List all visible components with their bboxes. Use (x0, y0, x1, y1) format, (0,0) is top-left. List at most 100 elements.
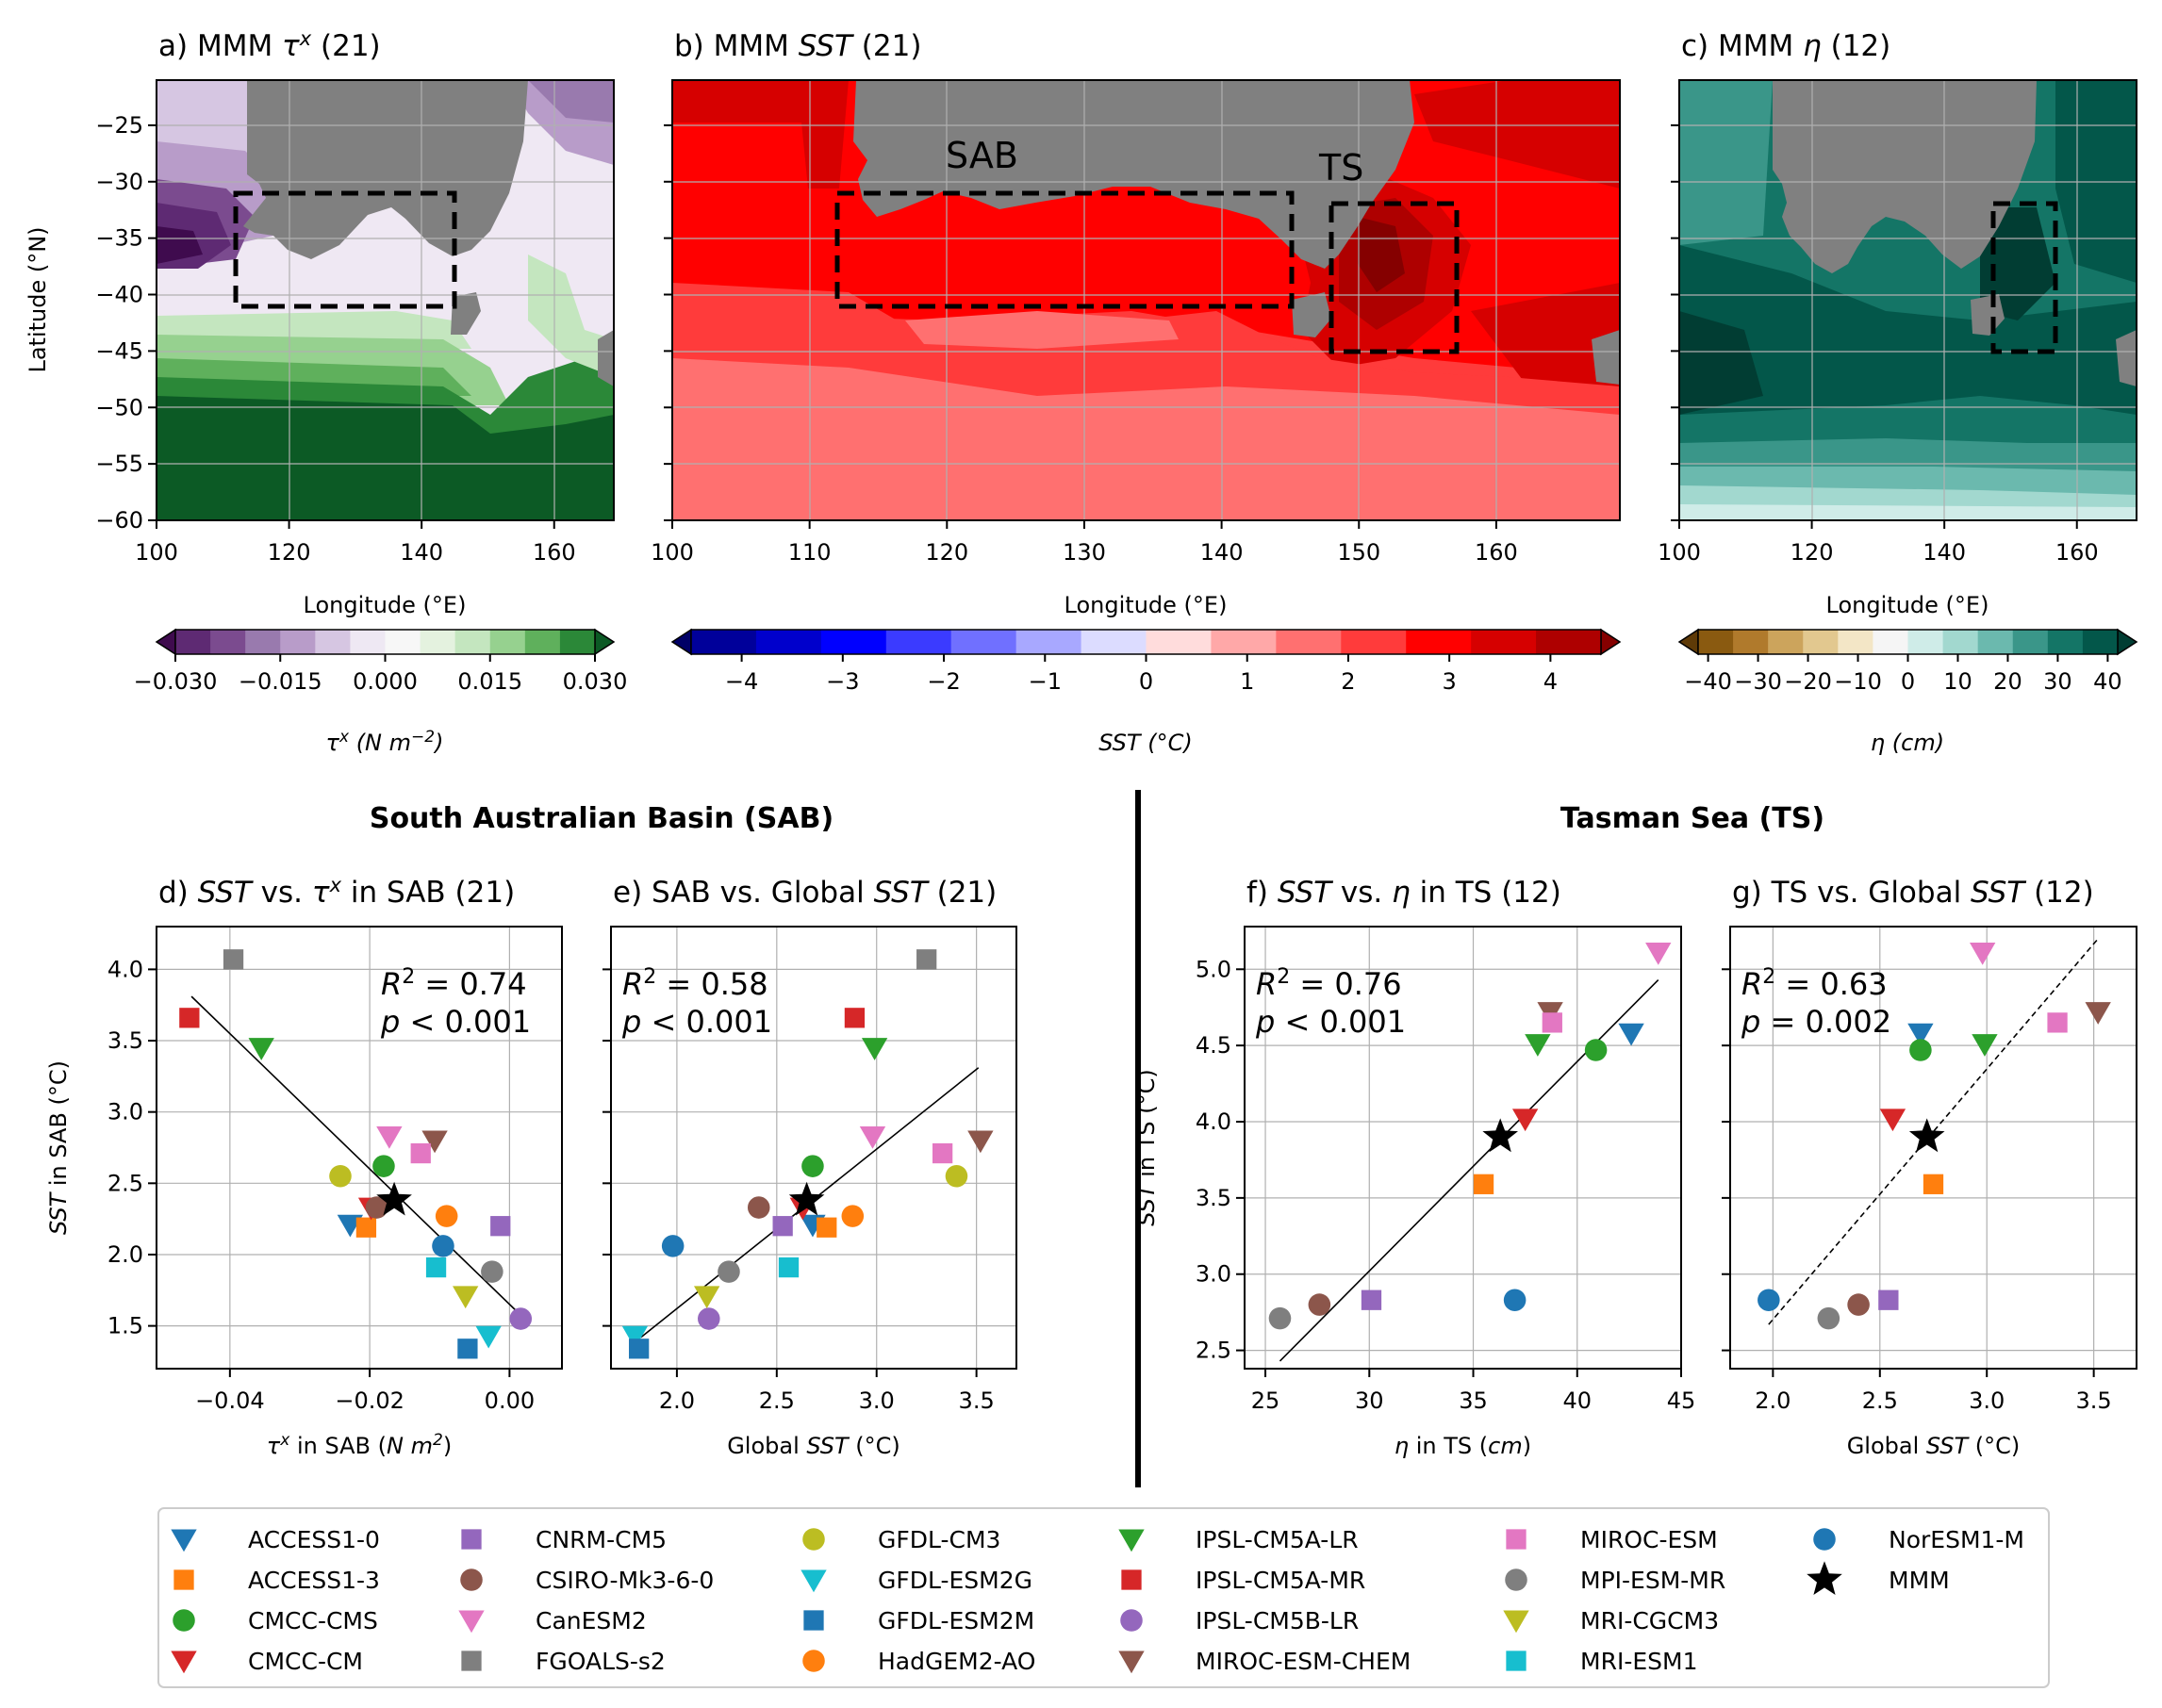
legend-label: ACCESS1-3 (248, 1567, 380, 1594)
legend-label: GFDL-ESM2M (878, 1607, 1034, 1634)
legend-item-gfdl-cm3: GFDL-CM3 (802, 1526, 1000, 1553)
legend-item-mmm: MMM (1807, 1561, 1950, 1595)
colorbar-segment (385, 630, 421, 654)
y-tick-label: 2.0 (107, 1241, 143, 1268)
colorbar-extend-high (1600, 628, 1622, 656)
point-ipsl-cm5b-lr (698, 1307, 720, 1330)
colorbar-extend-high (594, 628, 616, 656)
x-tick-label: 120 (1791, 539, 1834, 566)
legend: ACCESS1-0 ACCESS1-3 CMCC-CMS CMCC-CM CNRM-CM… (157, 1507, 2050, 1688)
point-noresm1-m (661, 1235, 685, 1257)
colorbar-tick-label: 0 (1139, 668, 1153, 695)
colorbar-sst-label: SST (°C) (1098, 730, 1192, 756)
colorbar-tick-label: 20 (1993, 668, 2022, 695)
y-tick-label: 5.0 (1196, 956, 1231, 982)
point-cmcc-cm (1879, 1109, 1906, 1132)
y-tick-label: −40 (95, 282, 143, 308)
map-a-frame (156, 79, 615, 521)
point-access1-0 (1618, 1023, 1644, 1046)
scatter-xlabel-d: τx in SAB (N m2) (267, 1431, 452, 1459)
annotation-r2: R2 = 0.58 (622, 965, 768, 1002)
x-tick-label: 3.5 (959, 1388, 995, 1414)
point-mmm (376, 1181, 412, 1216)
y-tick-label: 1.5 (107, 1313, 143, 1339)
colorbar-segment (350, 630, 387, 654)
ts-box-b (1329, 201, 1460, 354)
legend-marker-miroc-esm-chem (1118, 1651, 1145, 1674)
colorbar-tick-label: 10 (1943, 668, 1972, 695)
legend-item-canesm2: CanESM2 (458, 1607, 647, 1634)
legend-label: GFDL-ESM2G (878, 1567, 1032, 1594)
colorbar-segment (420, 630, 456, 654)
map-b-xticks: 100 110 120 130 140 150 160 (651, 520, 1518, 566)
scatter-frame (1729, 926, 2137, 1370)
point-access1-3 (1923, 1174, 1944, 1194)
sab-box-a (233, 190, 457, 309)
colorbar-tick-label: −30 (1734, 668, 1782, 695)
scatter-panel-f: f) SST vs. η in TS (12) 25 30 35 40 45 2.5 3.0 3… (1133, 876, 1695, 1459)
colorbar-extend-low (155, 628, 176, 656)
point-mpi-esm-mr (718, 1260, 740, 1283)
annotation-r2: R2 = 0.76 (1256, 965, 1402, 1002)
point-cmcc-cms (372, 1155, 395, 1177)
x-tick-label: 130 (1063, 539, 1106, 566)
legend-item-mri-cgcm3: MRI-CGCM3 (1503, 1607, 1719, 1634)
scatter-panel-e: e) SAB vs. Global SST (21) 2.0 2.5 3.0 3.5 R2… (602, 876, 1017, 1459)
map-a-xlabel: Longitude (°E) (304, 592, 467, 618)
x-tick-label: 2.0 (659, 1388, 695, 1414)
y-tick-label: −50 (95, 394, 143, 420)
legend-item-ipsl-cm5a-mr: IPSL-CM5A-MR (1121, 1567, 1365, 1594)
scatter-ylabel-f: SST in TS (°C) (1133, 1069, 1160, 1225)
colorbar-segment (1276, 630, 1342, 654)
colorbar-segment (950, 630, 1017, 654)
x-tick-label: 2.5 (1862, 1388, 1898, 1414)
colorbar-segment (2012, 630, 2049, 654)
point-ipsl-cm5a-lr (861, 1038, 888, 1060)
legend-marker-access1-3 (173, 1569, 194, 1590)
point-access1-3 (1473, 1174, 1494, 1194)
legend-marker-ipsl-cm5a-mr (1121, 1569, 1142, 1590)
legend-marker-cmcc-cm (171, 1651, 197, 1674)
legend-item-mri-esm1: MRI-ESM1 (1506, 1648, 1697, 1675)
point-ipsl-cm5a-lr (248, 1038, 274, 1060)
colorbar-eta-label: η (cm) (1871, 730, 1944, 756)
x-tick-label: 160 (1475, 539, 1518, 566)
point-cnrm-cm5 (1361, 1289, 1382, 1310)
colorbar-tick-label: 3 (1443, 668, 1457, 695)
scatter-title-f: f) SST vs. η in TS (12) (1246, 876, 1561, 910)
legend-label: NorESM1-M (1889, 1526, 2024, 1553)
x-tick-label: 35 (1459, 1388, 1488, 1414)
point-mri-cgcm3 (453, 1286, 479, 1309)
point-csiro-mk3-6-0 (365, 1196, 388, 1219)
colorbar-sst: −4 −3 −2 −1 0 1 2 3 4 (670, 628, 1622, 695)
y-tick-label: 3.0 (1196, 1261, 1231, 1288)
map-a-ylabel: Latitude (°N) (25, 226, 51, 372)
map-b-xlabel: Longitude (°E) (1064, 592, 1228, 618)
legend-label: MIROC-ESM (1580, 1526, 1718, 1553)
x-tick-label: 160 (533, 539, 576, 566)
x-tick-label: 140 (1923, 539, 1966, 566)
legend-item-csiro-mk3-6-0: CSIRO-Mk3-6-0 (460, 1567, 714, 1594)
colorbar-tick-label: −3 (826, 668, 859, 695)
scatter-title-e: e) SAB vs. Global SST (21) (613, 876, 997, 910)
colorbar-segment (1977, 630, 2014, 654)
legend-marker-gfdl-cm3 (802, 1528, 825, 1551)
annotation-p: p < 0.001 (1255, 1004, 1406, 1040)
point-gfdl-cm3 (945, 1164, 968, 1188)
legend-label: IPSL-CM5B-LR (1196, 1607, 1359, 1634)
annotation-p: p = 0.002 (1741, 1004, 1891, 1040)
colorbar-segment (1873, 630, 1909, 654)
y-tick-label: 4.0 (1196, 1109, 1231, 1135)
point-cmcc-cms (1584, 1039, 1608, 1061)
legend-marker-ipsl-cm5b-lr (1120, 1609, 1143, 1632)
scatter-title-d: d) SST vs. τx in SAB (21) (158, 874, 515, 910)
point-miroc-esm-chem (967, 1130, 994, 1154)
point-access1-3 (817, 1217, 837, 1238)
colorbar-segment (820, 630, 887, 654)
map-c-field (1679, 80, 2137, 520)
colorbar-segment (245, 630, 281, 654)
y-tick-label: 2.5 (107, 1170, 143, 1196)
region-label-sab: SAB (946, 135, 1018, 176)
legend-item-mpi-esm-mr: MPI-ESM-MR (1505, 1567, 1725, 1594)
map-c-frame (1678, 79, 2137, 521)
